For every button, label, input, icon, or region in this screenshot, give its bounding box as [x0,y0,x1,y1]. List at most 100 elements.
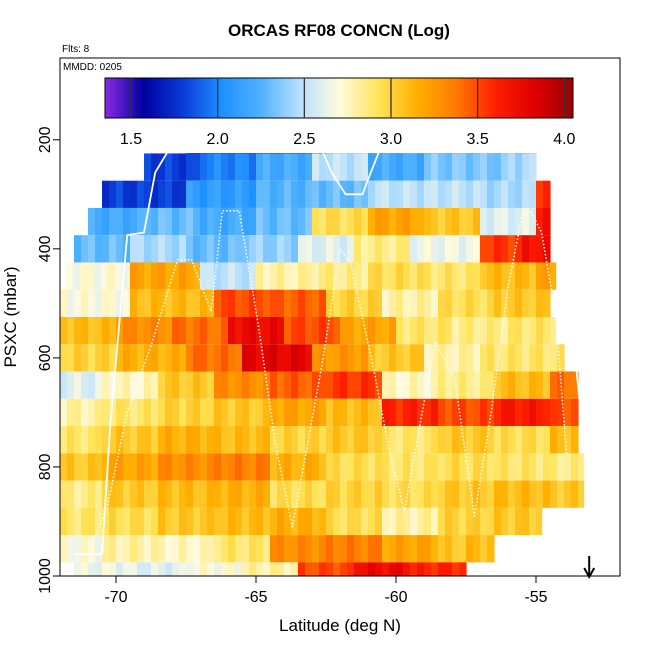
heatmap-cell [305,289,313,317]
heatmap-cell [515,289,523,317]
heatmap-cell [95,398,103,427]
heatmap-cell [172,344,180,372]
heatmap-cell [158,453,166,481]
heatmap-cell [438,153,446,181]
heatmap-cell [354,207,362,236]
heatmap-cell [284,426,292,454]
heatmap-cell [522,289,530,317]
heatmap-cell [60,480,68,508]
heatmap-cell [88,235,96,263]
heatmap-cell [305,207,313,236]
y-axis: 200 400 600 800 1000 [37,126,60,594]
heatmap-cell [221,207,229,236]
heatmap-cell [298,426,306,454]
heatmap-cell [375,535,383,563]
heatmap-cell [417,344,425,372]
heatmap-cell [368,289,376,317]
heatmap-cell [109,535,117,563]
heatmap-cell [263,153,271,181]
heatmap-cell [431,180,439,208]
heatmap-cell [375,371,383,399]
heatmap-cell [445,426,453,454]
heatmap-cell [452,398,460,427]
heatmap-cell [249,262,257,290]
heatmap-cell [382,426,390,454]
heatmap-cell [46,508,54,535]
x-tick-label: -65 [244,589,267,606]
heatmap-cell [347,398,355,427]
heatmap-cell [508,371,516,399]
heatmap-cell [270,180,278,208]
heatmap-cell [529,180,537,208]
heatmap-cell [417,426,425,454]
heatmap-cell [417,207,425,236]
heatmap-cell [284,344,292,372]
heatmap-cell [438,507,446,536]
heatmap-cell [459,507,467,536]
heatmap-cell [116,317,124,345]
heatmap-cell [228,235,236,263]
heatmap-cell [494,153,502,181]
heatmap-cell [186,426,194,454]
heatmap-cell [312,507,320,536]
heatmap-cell [158,344,166,372]
heatmap-cell [410,262,418,290]
heatmap-cell [494,398,502,427]
heatmap-cell [123,317,131,345]
heatmap-cell [459,398,467,427]
heatmap-cell [193,289,201,317]
heatmap-cell [431,207,439,236]
heatmap-cell [550,262,557,290]
heatmap-cell [67,371,75,399]
heatmap-cell [200,480,208,508]
heatmap-cell [529,453,537,481]
heatmap-cell [158,426,166,454]
heatmap-cell [186,507,194,536]
heatmap-cell [102,317,110,345]
heatmap-cell [60,398,61,427]
heatmap-cell [179,207,187,236]
heatmap-cell [123,453,131,481]
heatmap-cell [354,535,362,563]
heatmap-cell [333,398,341,427]
heatmap-cell [123,371,131,399]
heatmap-cell [361,317,369,345]
heatmap-cell [242,235,250,263]
heatmap-cell [186,371,194,399]
heatmap-cell [235,262,243,290]
heatmap-cell [200,535,208,563]
heatmap-cell [60,398,68,427]
heatmap-cell [95,371,103,399]
heatmap-cell [186,317,194,345]
heatmap-cell [452,480,460,508]
heatmap-cell [543,180,551,208]
heatmap-cell [319,207,327,236]
heatmap-cell [403,507,411,536]
heatmap-cell [165,507,173,536]
heatmap-cell [130,507,138,536]
heatmap-cell [529,207,537,236]
heatmap-cell [270,289,278,317]
heatmap-cell [326,180,334,208]
heatmap-cell [249,235,257,263]
heatmap-cell [340,426,348,454]
heatmap-cell [179,453,187,481]
heatmap-cell [67,453,75,481]
heatmap-cell [389,235,397,263]
heatmap-cell [116,535,124,563]
heatmap-cell [319,262,327,290]
heatmap-cell [298,262,306,290]
heatmap-cell [228,180,236,208]
heatmap-cell [109,317,117,345]
heatmap-cell [179,180,187,208]
heatmap-cell [550,453,558,481]
heatmap-cell [256,453,264,481]
heatmap-cell [116,371,124,399]
heatmap-cell [123,507,131,536]
heatmap-cell [298,535,306,563]
heatmap-cell [242,180,250,208]
heatmap-cell [466,535,474,563]
heatmap-cell [263,507,271,536]
heatmap-cell [347,480,355,508]
heatmap-cell [375,289,383,317]
